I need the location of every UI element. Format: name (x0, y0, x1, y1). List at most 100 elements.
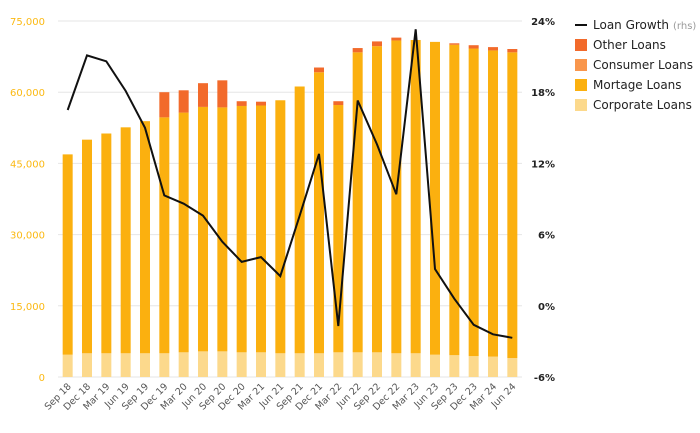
bar-other-loans (314, 67, 324, 73)
bar-mortage-loans (275, 100, 286, 354)
bar-mortage-loans (82, 139, 92, 354)
bar-mortage-loans (468, 48, 479, 357)
bar-other-loans (468, 45, 479, 49)
bar-mortage-loans (217, 107, 228, 352)
legend-label-text: Other Loans (593, 38, 666, 52)
bar-other-loans (488, 47, 498, 51)
bar-other-loans (256, 101, 266, 106)
bar-corporate-loans (488, 356, 498, 377)
bar-corporate-loans (140, 353, 150, 377)
legend-swatch (575, 79, 587, 91)
bar-mortage-loans (333, 105, 344, 353)
bar-corporate-loans (294, 353, 305, 377)
bar-mortage-loans (410, 39, 421, 354)
bar-mortage-loans (159, 117, 170, 354)
legend-label: Corporate Loans (593, 98, 692, 112)
right-tick-label: -6% (534, 373, 555, 384)
bar-other-loans (236, 101, 247, 106)
bar-mortage-loans (62, 154, 73, 355)
bar-mortage-loans (294, 86, 305, 354)
bar-corporate-loans (372, 352, 382, 377)
bar-mortage-loans (507, 52, 518, 359)
bar-mortage-loans (236, 105, 247, 353)
bars (62, 37, 518, 377)
bar-corporate-loans (256, 352, 266, 377)
bar-corporate-loans (352, 352, 363, 377)
bar-mortage-loans (198, 106, 208, 352)
legend-label-suffix: (rhs) (673, 21, 696, 32)
bar-mortage-loans (449, 44, 460, 356)
bar-mortage-loans (178, 112, 189, 353)
bar-corporate-loans (507, 358, 518, 377)
bar-mortage-loans (488, 50, 498, 357)
legend-label-text: Consumer Loans (593, 58, 693, 72)
bar-corporate-loans (449, 355, 460, 377)
left-tick-label: 0 (39, 373, 45, 384)
legend-label: Mortage Loans (593, 78, 682, 92)
loan-growth-line (66, 29, 513, 339)
legend-label-text: Mortage Loans (593, 78, 682, 92)
bar-corporate-loans (275, 353, 286, 377)
right-tick-label: 6% (538, 231, 555, 242)
bar-corporate-loans (333, 352, 344, 377)
bar-mortage-loans (372, 46, 382, 353)
legend: Loan Growth (rhs) Other Loans Consumer Loan… (575, 18, 696, 112)
bar-other-loans (159, 92, 170, 118)
bar-other-loans (507, 49, 518, 53)
right-tick-label: 12% (531, 159, 555, 170)
bar-other-loans (178, 90, 189, 113)
left-tick-label: 15,000 (10, 302, 45, 313)
legend-label: Consumer Loans (593, 58, 693, 72)
bar-other-loans (333, 101, 344, 106)
bar-other-loans (372, 41, 382, 47)
right-tick-label: 24% (531, 17, 555, 28)
left-tick-label: 60,000 (10, 88, 45, 99)
bar-corporate-loans (101, 353, 112, 377)
left-tick-label: 30,000 (10, 231, 45, 242)
legend-swatch (575, 59, 587, 71)
right-tick-label: 18% (531, 88, 555, 99)
legend-label-text: Loan Growth (593, 18, 669, 32)
legend-label: Other Loans (593, 38, 666, 52)
bar-corporate-loans (62, 354, 73, 377)
bar-corporate-loans (178, 352, 189, 377)
right-tick-label: 0% (538, 302, 555, 313)
bar-corporate-loans (217, 351, 228, 377)
bar-other-loans (449, 43, 460, 45)
bar-other-loans (217, 80, 228, 108)
bar-mortage-loans (140, 121, 150, 354)
bar-mortage-loans (352, 52, 363, 353)
bar-corporate-loans (82, 353, 92, 377)
bar-other-loans (352, 48, 363, 53)
bar-mortage-loans (314, 72, 324, 354)
right-axis-ticks: -6% 0% 6% 12% 18% 24% (531, 17, 555, 384)
left-tick-label: 45,000 (10, 159, 45, 170)
left-axis-ticks: 0 15,000 30,000 45,000 60,000 75,000 (10, 17, 45, 384)
bar-corporate-loans (391, 353, 402, 377)
bar-corporate-loans (468, 356, 479, 377)
legend-swatch (575, 39, 587, 51)
bar-other-loans (391, 37, 402, 41)
legend-swatch (575, 99, 587, 111)
bar-mortage-loans (101, 133, 112, 354)
left-tick-label: 75,000 (10, 17, 45, 28)
bar-mortage-loans (256, 105, 266, 353)
loan-growth-polyline (66, 29, 513, 339)
bar-mortage-loans (391, 40, 402, 354)
bar-corporate-loans (430, 354, 440, 377)
bar-corporate-loans (198, 351, 208, 377)
legend-label-text: Corporate Loans (593, 98, 692, 112)
legend-label: Loan Growth (rhs) (593, 18, 696, 32)
bar-corporate-loans (236, 352, 247, 377)
bar-corporate-loans (159, 353, 170, 377)
gridlines (58, 20, 522, 378)
bar-corporate-loans (120, 353, 131, 377)
bar-other-loans (198, 83, 208, 107)
bar-corporate-loans (314, 353, 324, 377)
bar-corporate-loans (410, 353, 421, 377)
bar-mortage-loans (430, 41, 440, 355)
bar-mortage-loans (120, 127, 131, 354)
